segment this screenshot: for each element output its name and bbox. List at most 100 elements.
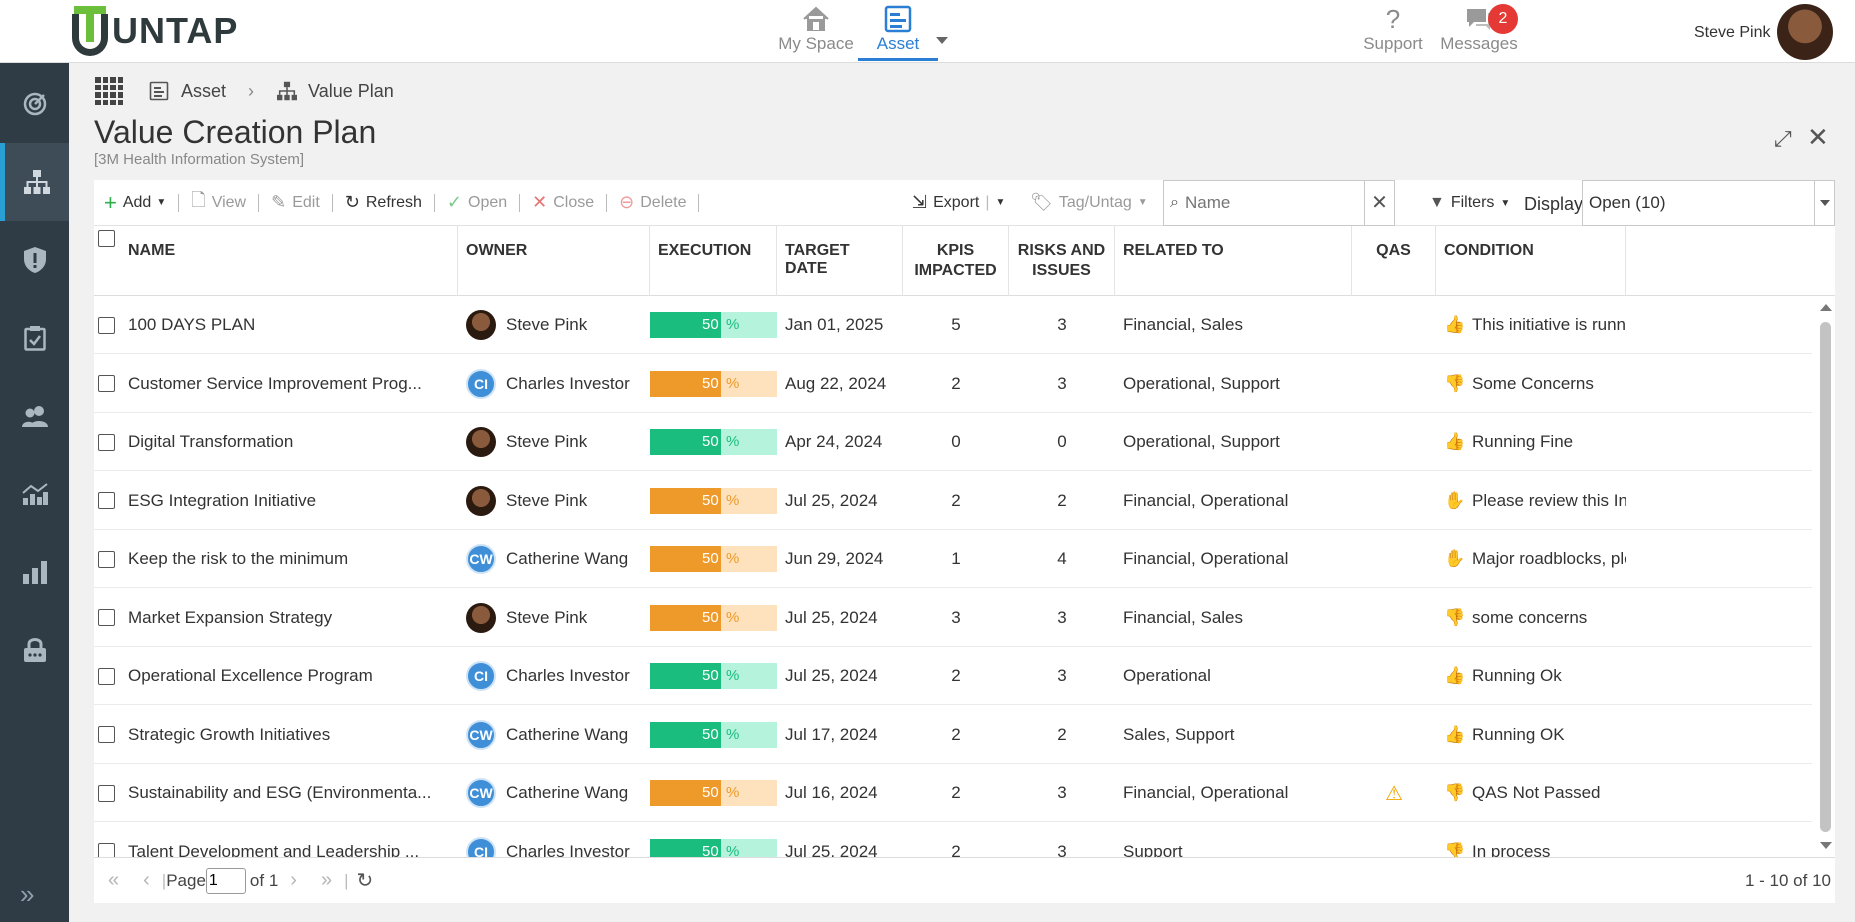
row-checkbox[interactable] [98, 784, 115, 802]
table-row[interactable]: Talent Development and Leadership ... CI C… [94, 823, 1812, 858]
row-name[interactable]: Strategic Growth Initiatives [128, 724, 331, 744]
refresh-button[interactable]: ↻ Refresh [339, 180, 428, 226]
edit-button[interactable]: ✎ Edit [265, 180, 326, 226]
row-checkbox[interactable] [98, 433, 115, 451]
prev-page-icon[interactable]: ‹ [143, 869, 150, 891]
nav-my-space[interactable]: My Space [766, 0, 866, 63]
row-name[interactable]: ESG Integration Initiative [128, 490, 317, 510]
maximize-icon[interactable]: ⤢ [1774, 126, 1792, 151]
tag-untag-button[interactable]: 🏷 Tag/Untag ▼ [1024, 180, 1154, 226]
table-row[interactable]: Digital Transformation Steve Pink 50% Apr 2… [94, 413, 1812, 471]
sidebar-item-risk[interactable] [0, 221, 69, 299]
row-checkbox[interactable] [98, 843, 115, 857]
scroll-thumb[interactable] [1820, 322, 1831, 832]
table-row[interactable]: Operational Excellence Program CI Charles … [94, 647, 1812, 705]
pager-refresh-icon[interactable]: ↻ [356, 870, 374, 892]
display-select[interactable]: Open (10) [1582, 180, 1835, 226]
vertical-scrollbar[interactable] [1816, 296, 1835, 857]
row-target-date: Jul 25, 2024 [785, 490, 878, 510]
row-owner-name: Catherine Wang [506, 724, 629, 744]
row-name[interactable]: Market Expansion Strategy [128, 607, 333, 627]
row-name[interactable]: Keep the risk to the minimum [128, 549, 349, 568]
last-page-icon[interactable]: » [320, 869, 333, 891]
table-row[interactable]: ESG Integration Initiative Steve Pink 50% J… [94, 472, 1812, 530]
app-grid-icon[interactable] [95, 77, 123, 105]
row-name[interactable]: 100 DAYS PLAN [128, 315, 256, 334]
sidebar-item-reports[interactable] [0, 533, 69, 611]
chevron-down-icon[interactable] [936, 37, 948, 44]
col-owner[interactable]: OWNER [458, 226, 650, 296]
clear-search-icon[interactable]: ✕ [1364, 181, 1394, 225]
avatar[interactable] [1777, 4, 1833, 60]
table-row[interactable]: Customer Service Improvement Prog... CI Ch… [94, 355, 1812, 413]
col-risks[interactable]: RISKS AND ISSUES [1009, 226, 1115, 296]
delete-button[interactable]: ⊖ Delete [613, 180, 692, 226]
sidebar-item-value-plan[interactable] [0, 143, 69, 221]
col-qas[interactable]: QAS [1352, 226, 1436, 296]
row-checkbox[interactable] [98, 726, 115, 743]
row-name[interactable]: Customer Service Improvement Prog... [128, 373, 422, 393]
row-related: Financial, Sales [1123, 315, 1244, 334]
execution-percent-sign: % [726, 842, 740, 858]
row-name[interactable]: Digital Transformation [128, 432, 294, 451]
col-target-date[interactable]: TARGET DATE [777, 226, 903, 296]
logo-mark [72, 6, 108, 56]
row-condition-text: Major roadblocks, please [1472, 549, 1626, 568]
export-button[interactable]: ⇲ Export | ▼ [912, 192, 1006, 212]
chevron-down-icon[interactable]: ▼ [995, 197, 1006, 208]
row-name[interactable]: Operational Excellence Program [128, 666, 373, 685]
nav-support[interactable]: ? Support [1358, 0, 1428, 63]
row-name[interactable]: Sustainability and ESG (Environmenta... [128, 783, 432, 802]
sidebar-item-people[interactable] [0, 377, 69, 455]
breadcrumb-asset[interactable]: Asset [181, 80, 227, 101]
col-name[interactable]: NAME [120, 226, 458, 296]
nav-asset[interactable]: Asset [858, 0, 948, 63]
scroll-up-icon[interactable] [1820, 304, 1832, 311]
close-icon[interactable]: ✕ [1807, 122, 1829, 152]
row-checkbox[interactable] [98, 667, 115, 685]
app-logo[interactable]: UNTAP [72, 6, 238, 56]
close-button[interactable]: ✕ Close [526, 180, 600, 226]
col-execution[interactable]: EXECUTION [650, 226, 777, 296]
row-checkbox[interactable] [98, 492, 115, 509]
pager: « ‹ | Page of 1 › » | ↻ 1 - 10 of 10 [94, 857, 1835, 903]
sidebar-item-security[interactable] [0, 611, 69, 689]
row-name[interactable]: Talent Development and Leadership ... [128, 841, 420, 858]
sidebar-item-target[interactable] [0, 65, 69, 143]
view-button[interactable]: 🗋 View [185, 180, 252, 226]
user-name[interactable]: Steve Pink [1694, 24, 1771, 41]
sidebar-item-performance[interactable] [0, 455, 69, 533]
row-owner: Steve Pink [458, 413, 650, 471]
sidebar-item-tasks[interactable] [0, 299, 69, 377]
add-button[interactable]: + Add ▼ [94, 180, 172, 226]
table-row[interactable]: Sustainability and ESG (Environmenta... C… [94, 764, 1812, 822]
open-button[interactable]: ✓ Open [441, 180, 513, 226]
row-condition: ✋ Please review this Initiati [1436, 472, 1626, 530]
row-checkbox[interactable] [98, 316, 115, 334]
table-row[interactable]: Strategic Growth Initiatives CW Catherine … [94, 706, 1812, 764]
scroll-down-icon[interactable] [1820, 842, 1832, 849]
row-checkbox[interactable] [98, 609, 115, 626]
expand-sidebar-icon[interactable]: » [20, 879, 35, 909]
asset-icon [884, 5, 912, 33]
search-input[interactable] [1184, 193, 1375, 213]
chevron-down-icon[interactable] [1814, 181, 1834, 225]
first-page-icon[interactable]: « [108, 869, 120, 891]
filters-button[interactable]: ▼ Filters ▼ [1429, 180, 1510, 226]
col-kpis[interactable]: KPIS IMPACTED [903, 226, 1009, 296]
next-page-icon[interactable]: › [290, 869, 297, 891]
search-box: ⌕ ✕ [1163, 180, 1395, 226]
table-row[interactable]: Keep the risk to the minimum CW Catherine … [94, 530, 1812, 588]
row-owner-name: Steve Pink [506, 315, 588, 334]
select-all-checkbox[interactable] [98, 230, 115, 247]
table-row[interactable]: Market Expansion Strategy Steve Pink 50% Ju… [94, 589, 1812, 647]
filters-label: Filters [1450, 194, 1495, 211]
breadcrumb-value-plan[interactable]: Value Plan [308, 80, 394, 101]
row-checkbox[interactable] [98, 375, 115, 392]
nav-messages[interactable]: Messages 2 [1438, 0, 1520, 63]
col-related[interactable]: RELATED TO [1115, 226, 1352, 296]
page-number-input[interactable] [205, 867, 246, 894]
row-checkbox[interactable] [98, 550, 115, 568]
col-condition[interactable]: CONDITION [1436, 226, 1626, 296]
table-row[interactable]: 100 DAYS PLAN Steve Pink 50% Jan 01, 2025 5 3… [94, 296, 1812, 354]
